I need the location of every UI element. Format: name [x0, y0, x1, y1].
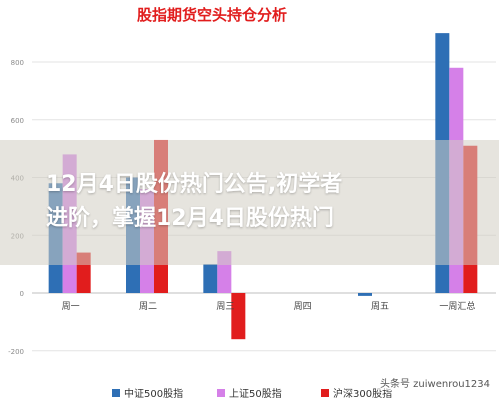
legend-label-1: 上证50股指 — [229, 387, 282, 400]
y-tick-label: 800 — [11, 59, 24, 67]
headline-line-2: 进阶，掌握12月4日股份热门 — [46, 206, 334, 231]
legend-label-2: 沪深300股指 — [333, 387, 392, 400]
headline-line-1: 12月4日股份热门公告,初学者 — [46, 172, 343, 197]
x-tick-label: 周四 — [294, 301, 312, 312]
legend-swatch-2 — [321, 389, 329, 397]
x-tick-label: 周五 — [371, 301, 389, 312]
bar-0-2 — [203, 264, 218, 293]
legend-label-0: 中证500股指 — [124, 387, 183, 400]
x-tick-label: 周二 — [139, 301, 157, 312]
chart-title: 股指期货空头持仓分析 — [137, 6, 287, 24]
y-tick-label: 600 — [11, 117, 24, 125]
bar-2-2 — [231, 293, 246, 340]
x-tick-label: 周一 — [62, 301, 80, 312]
watermark: 头条号 zuiwenrou1234 — [376, 375, 493, 390]
bar-0-4 — [358, 293, 372, 296]
y-tick-label: -200 — [8, 348, 24, 356]
legend-swatch-0 — [112, 389, 120, 397]
headline-text: 12月4日股份热门公告,初学者 进阶，掌握12月4日股份热门 — [46, 168, 466, 236]
headline-overlay — [0, 140, 499, 265]
y-tick-label: 0 — [20, 290, 24, 298]
x-tick-label: 一周汇总 — [439, 300, 475, 312]
x-tick-label: 周三 — [216, 301, 234, 312]
legend-swatch-1 — [217, 389, 225, 397]
